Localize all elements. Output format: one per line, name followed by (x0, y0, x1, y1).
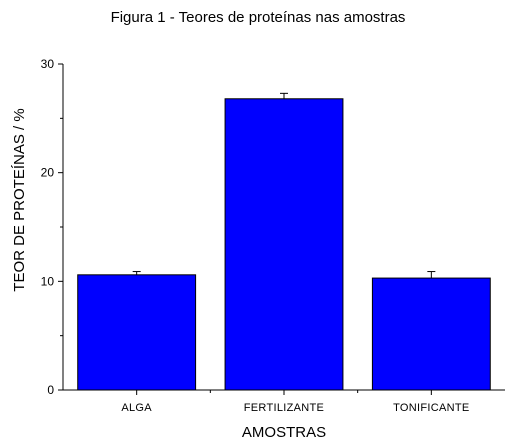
x-tick-label-alga: ALGA (121, 402, 152, 414)
y-axis-label: TEOR DE PROTEÍNAS / % (11, 108, 28, 291)
bar-alga (77, 274, 197, 391)
y-tick-label-20: 20 (41, 166, 55, 180)
bar-fertilizante (224, 98, 344, 391)
x-axis-label: AMOSTRAS (242, 424, 326, 441)
x-tick-label-tonificante: TONIFICANTE (393, 402, 469, 414)
x-tick-label-fertilizante: FERTILIZANTE (244, 402, 324, 414)
y-tick-label-0: 0 (47, 383, 54, 397)
bar-tonificante (371, 277, 491, 391)
plot-area: 0 10 20 30 ALGA FERTILIZANTE TONIFICANTE (41, 57, 505, 414)
y-tick-label-10: 10 (41, 274, 55, 288)
y-tick-label-30: 30 (41, 57, 55, 71)
chart-title: Figura 1 - Teores de proteínas nas amost… (111, 9, 406, 26)
